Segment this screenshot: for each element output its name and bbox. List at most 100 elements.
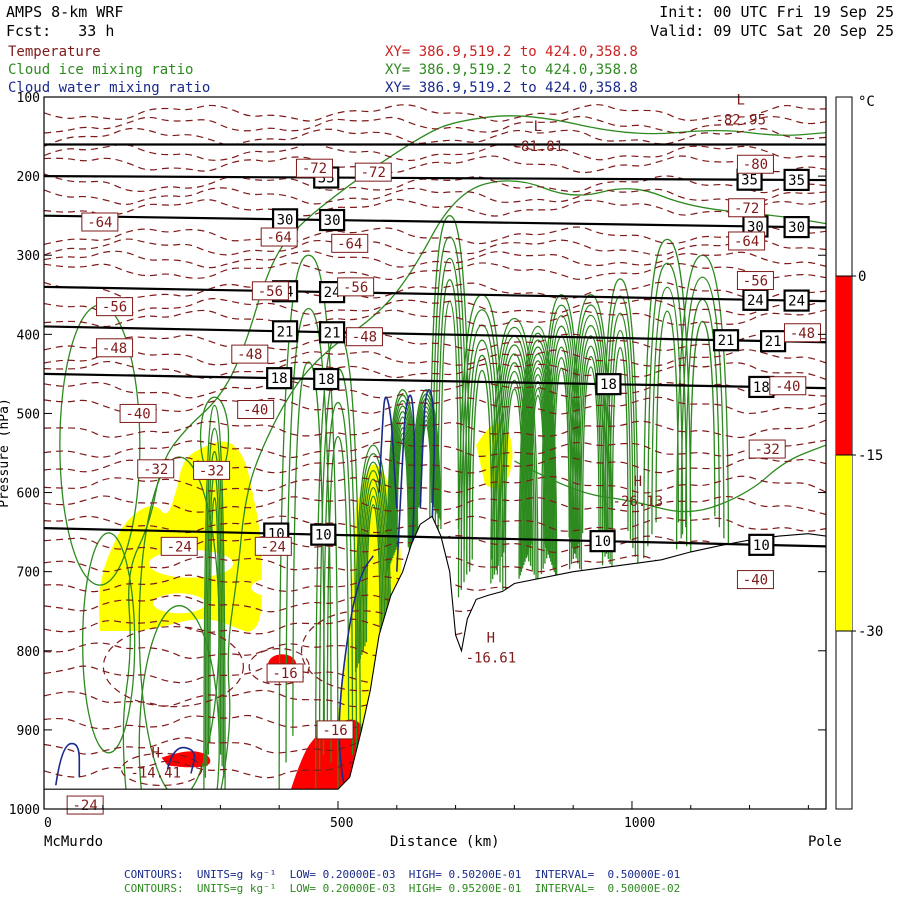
temperature-label-box [736, 271, 774, 291]
cloud-ice-contour [580, 355, 602, 539]
temperature-contour [44, 439, 826, 459]
temperature-label: -72 [734, 201, 759, 217]
wind-speed-lines [44, 143, 826, 548]
temperature-label: -64 [337, 236, 362, 252]
temperature-label-box [251, 281, 289, 301]
temperature-label-box [345, 327, 383, 347]
cloud-water-contour [338, 555, 374, 809]
y-tick-label: 300 [17, 249, 40, 264]
temperature-contour [44, 104, 826, 122]
temperature-label-box [728, 198, 766, 218]
temperature-contour [44, 360, 826, 380]
forecast-hour: Fcst: 33 h [6, 22, 115, 40]
temperature-contour [102, 625, 244, 708]
cloud-ice-contour [606, 312, 634, 549]
cloud-ice-contour [609, 329, 632, 540]
temperature-contour [44, 349, 826, 367]
temperature-label: -40 [775, 379, 800, 395]
wind-speed-line [44, 214, 826, 229]
cloud-water-contour [55, 742, 81, 786]
colorbar-band-yellow [836, 455, 852, 631]
x-tick-label: 1000 [624, 816, 655, 831]
cloud-ice-contour [689, 320, 716, 517]
wind-speed-label-box [783, 289, 810, 312]
cloud-ice-contour [576, 335, 606, 549]
y-tick-label: 900 [17, 724, 40, 739]
temperature-label: -40 [125, 406, 150, 422]
wind-speed-label: 35 [741, 173, 758, 189]
temperature-label: -72 [302, 161, 327, 177]
temperature-label-box [769, 376, 807, 396]
wind-speed-label: 24 [747, 293, 764, 309]
temperature-contour [44, 262, 826, 280]
temperature-label: -32 [143, 462, 168, 478]
cloud-ice-contour [468, 354, 496, 568]
cloud-ice-contour [680, 276, 725, 539]
temperature-label: -56 [258, 284, 283, 300]
init-time: Init: 00 UTC Fri 19 Sep 25 [659, 3, 894, 21]
cloud-ice-contour [204, 427, 225, 778]
temperature-label: -48 [237, 347, 262, 363]
y-tick-label: 1000 [9, 803, 40, 818]
field-name-temperature: Temperature [8, 44, 101, 60]
temperature-label-box [193, 460, 231, 480]
extremum-value: -16.61 [466, 651, 517, 667]
axes: 100 200 300 400 500 600 700 800 900 1000 0 500 1000 P… [0, 91, 826, 831]
colorbar-unit: °C [858, 94, 875, 110]
colorbar-band-red [836, 276, 852, 455]
temperature-label: -48 [352, 330, 377, 346]
temperature-contour [44, 115, 826, 134]
left-endpoint-label: McMurdo [44, 834, 104, 850]
wind-speed-label-box [748, 533, 775, 556]
wind-speed-label-box [266, 367, 293, 390]
cloud-ice-contour [553, 367, 570, 538]
temperature-contour [44, 333, 826, 352]
cloud-ice-contour [581, 366, 600, 534]
cloud-ice-contour [359, 469, 387, 660]
wind-speed-label-box [712, 329, 740, 352]
temperature-label-box [254, 536, 292, 556]
footer-cloud-ice-contours: CONTOURS: UNITS=g kg⁻¹ LOW= 0.20000E-03 … [124, 882, 681, 895]
temperature-contour [44, 226, 826, 245]
temperature-contour [44, 155, 826, 174]
temperature-contour [44, 419, 826, 439]
temperature-label-box [748, 439, 786, 459]
temperature-contour [44, 250, 826, 269]
wind-speed-label: 30 [324, 213, 341, 229]
temperature-contour [44, 455, 826, 474]
cloud-ice-contour [643, 238, 692, 559]
cloud-ice-contour [364, 495, 383, 647]
colorbar: 0 -15 -30 °C [835, 94, 883, 810]
cloud-ice-contour [278, 254, 339, 790]
cloud-water-contours [55, 388, 436, 809]
temperature-contour [44, 380, 826, 399]
temperature-label: -48 [790, 326, 815, 342]
wind-speed-label: 30 [747, 219, 764, 235]
temperature-label-box [316, 720, 354, 740]
cloud-ice-contour [292, 361, 325, 736]
temperature-label: -72 [361, 165, 386, 181]
temperature-label-box [736, 154, 774, 174]
cloud-ice-contour [206, 450, 223, 767]
temperature-contour [44, 187, 826, 205]
cloud-ice-contour [358, 461, 389, 664]
temperature-label: -16 [272, 666, 297, 682]
colorbar-tick-label: 0 [858, 269, 866, 285]
temperature-label: -40 [243, 402, 268, 418]
cloud-ice-contour [542, 304, 581, 569]
temperature-label-box [260, 227, 298, 247]
extremum-value: -82.95 [715, 113, 766, 129]
temperature-label: -80 [743, 157, 768, 173]
cloud-water-contour [378, 396, 398, 509]
wind-speed-label: 18 [753, 380, 770, 396]
wind-speed-label-box [310, 523, 337, 546]
cloud-ice-contour [138, 605, 220, 809]
cloud-ice-contour [522, 346, 554, 569]
y-tick-label: 800 [17, 645, 40, 660]
cloud-ice-contour [611, 347, 629, 531]
cloud-ice-contour [285, 307, 332, 763]
wind-speed-label-box [319, 208, 346, 232]
wind-speed-label: 10 [315, 528, 332, 544]
